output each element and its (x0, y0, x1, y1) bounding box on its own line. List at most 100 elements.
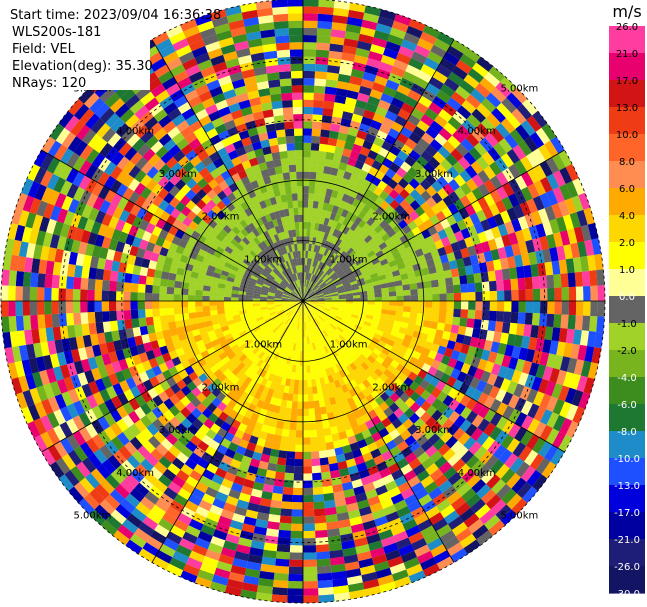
range-gate (289, 559, 303, 568)
range-gate (379, 258, 389, 266)
range-gate (344, 186, 353, 196)
range-gate (432, 438, 446, 451)
range-gate (307, 386, 313, 395)
range-gate (367, 465, 380, 476)
range-gate (286, 143, 296, 151)
range-gate (332, 153, 343, 163)
range-gate (88, 322, 98, 335)
range-gate (168, 445, 181, 458)
range-gate (441, 261, 451, 272)
range-gate (263, 542, 278, 552)
range-gate (401, 278, 410, 286)
range-gate (489, 161, 502, 176)
range-gate (587, 331, 597, 348)
range-gate (440, 158, 453, 172)
range-gate (515, 229, 526, 244)
range-gate (358, 123, 370, 134)
range-gate (522, 98, 538, 116)
range-gate (455, 59, 473, 75)
range-gate (565, 328, 575, 344)
range-gate (364, 585, 382, 597)
range-gate (341, 351, 349, 360)
range-gate (440, 504, 456, 519)
range-gate (419, 212, 430, 223)
range-gate (271, 441, 281, 451)
range-gate (330, 403, 339, 413)
range-gate (257, 351, 265, 360)
range-gate (549, 368, 560, 384)
range-gate (319, 457, 329, 466)
range-gate (379, 123, 392, 135)
range-gate (508, 322, 518, 335)
range-gate (319, 231, 326, 240)
range-gate (308, 304, 316, 310)
range-gate (395, 290, 404, 297)
range-gate (457, 266, 467, 277)
range-gate (254, 474, 266, 484)
range-gate (443, 77, 460, 92)
range-gate (144, 292, 153, 301)
range-gate (404, 452, 418, 464)
range-gate (537, 378, 550, 394)
range-gate (303, 588, 319, 596)
range-gate (520, 430, 534, 446)
range-gate (365, 102, 378, 114)
range-gate (431, 307, 440, 316)
range-gate (384, 397, 395, 408)
range-gate (454, 360, 465, 372)
range-gate (367, 265, 376, 272)
range-gate (389, 209, 400, 220)
range-gate (255, 592, 273, 602)
range-gate (331, 297, 339, 300)
range-gate (471, 414, 484, 428)
range-gate (414, 344, 424, 354)
range-gate (316, 317, 323, 324)
range-gate (470, 88, 486, 104)
range-gate (328, 227, 336, 236)
range-gate (186, 412, 198, 424)
range-gate (307, 289, 313, 296)
range-gate (436, 175, 449, 188)
range-gate (412, 330, 422, 339)
range-gate (167, 481, 182, 494)
range-gate (411, 350, 422, 360)
range-gate (391, 469, 404, 481)
range-gate (305, 307, 309, 315)
range-gate (316, 428, 325, 437)
range-gate (338, 292, 346, 296)
range-gate (377, 254, 387, 262)
range-gate (392, 341, 402, 350)
range-gate (303, 444, 311, 452)
range-gate (408, 19, 426, 32)
range-gate (506, 256, 517, 269)
range-gate (465, 398, 478, 411)
range-gate (459, 419, 472, 433)
range-gate (320, 209, 328, 218)
range-gate (517, 215, 529, 230)
range-gate (351, 265, 360, 273)
range-gate (364, 458, 377, 469)
range-gate (102, 269, 112, 281)
range-gate (318, 443, 327, 452)
range-gate (309, 302, 318, 305)
range-gate (284, 317, 291, 325)
range-gate (262, 386, 270, 395)
range-gate (289, 320, 295, 328)
range-gate (391, 173, 403, 184)
range-gate (353, 216, 363, 226)
range-gate (367, 330, 376, 337)
range-gate (309, 295, 317, 299)
range-gate (440, 236, 451, 247)
range-gate (421, 132, 435, 145)
range-gate (374, 308, 382, 314)
range-gate (473, 142, 488, 157)
range-gate (580, 360, 592, 378)
range-gate (167, 314, 176, 323)
range-gate (51, 301, 59, 315)
range-gate (209, 581, 227, 593)
range-gate (484, 228, 495, 242)
range-gate (240, 589, 257, 600)
range-gate (520, 156, 534, 172)
range-gate (146, 324, 156, 334)
range-gate (356, 277, 365, 284)
